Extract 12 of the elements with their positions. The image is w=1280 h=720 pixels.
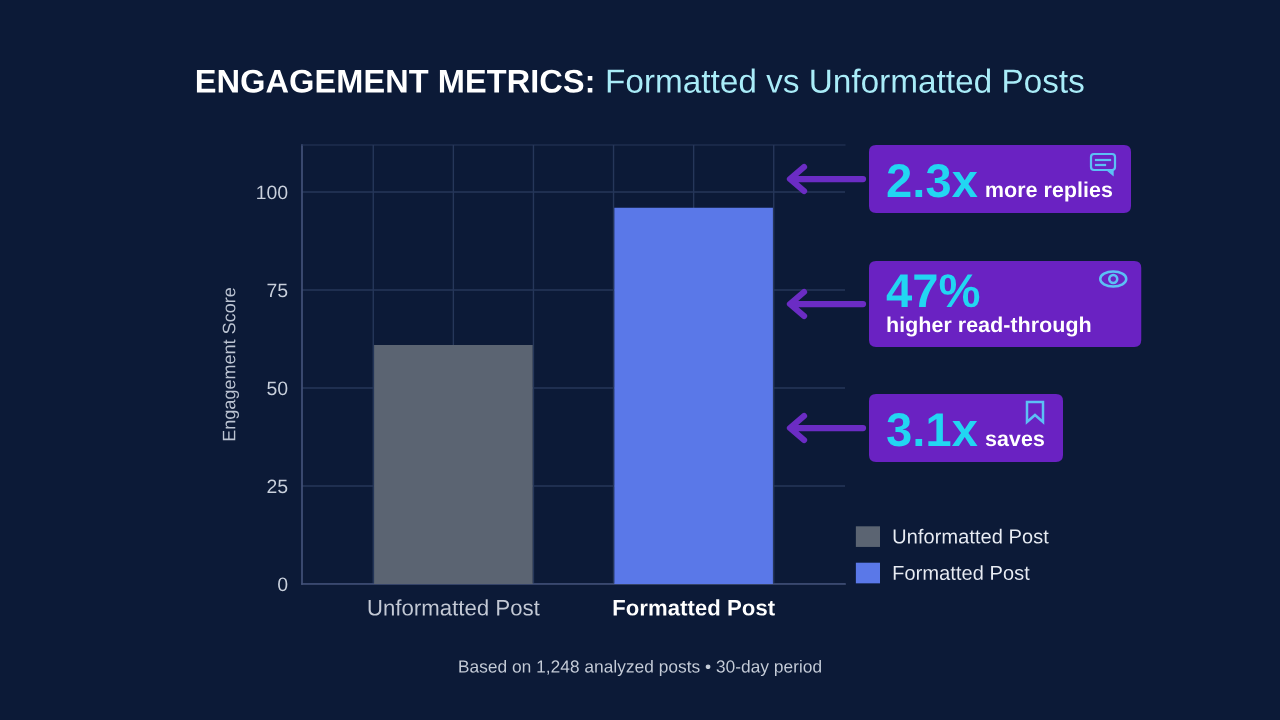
text: Based on 1,248 analyzed posts • 30-day period [459,659,821,677]
y-axis-title: Engagement Score [222,288,240,441]
legend-label: Unformatted Post [893,528,1049,544]
chart-subtitle: Formatted vs Unformatted Posts [607,68,1084,93]
y-tick-label: 75 [267,283,288,298]
legend-label: Formatted Post [893,565,1030,581]
text: 47% higher read-through [886,274,1091,337]
chart-title: ENGAGEMENT METRICS: [196,69,593,93]
y-tick-label: 0 [278,577,288,592]
y-tick-label: 100 [257,185,288,200]
y-tick-label: 25 [267,479,288,494]
y-tick-label: 50 [267,381,288,396]
